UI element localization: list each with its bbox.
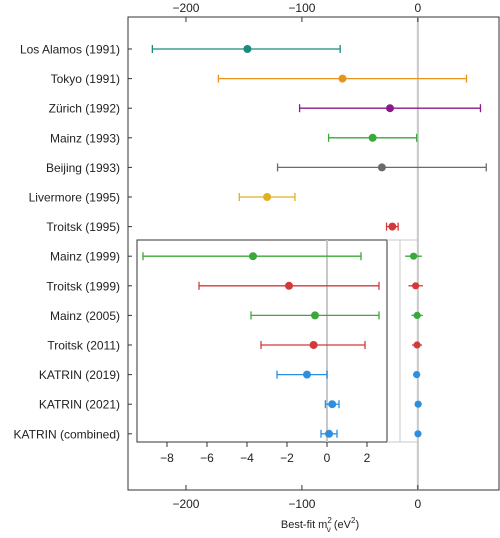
experiment-label: Beijing (1993) bbox=[46, 161, 120, 175]
top-x-tick-label: −100 bbox=[288, 1, 315, 15]
inset-x-tick-label: 0 bbox=[324, 451, 331, 465]
inset-x-tick-label: −6 bbox=[200, 451, 214, 465]
top-x-tick-label: 0 bbox=[415, 1, 422, 15]
main-point bbox=[377, 163, 386, 172]
experiment-label: Mainz (1993) bbox=[50, 131, 120, 145]
inset-point bbox=[328, 400, 337, 409]
experiment-error-bar bbox=[250, 311, 423, 320]
inset-point bbox=[325, 429, 333, 438]
experiment-error-bar bbox=[320, 429, 422, 438]
experiment-error-bar bbox=[151, 45, 341, 53]
inset-x-tick-label: 2 bbox=[364, 451, 371, 465]
main-point bbox=[414, 430, 422, 438]
inset-x-tick-label: −8 bbox=[160, 451, 174, 465]
main-point bbox=[413, 371, 421, 379]
experiment-error-bar bbox=[385, 222, 399, 231]
experiment-error-bar bbox=[298, 104, 482, 113]
experiment-label: Mainz (2005) bbox=[50, 309, 120, 323]
experiment-label: KATRIN (combined) bbox=[14, 427, 120, 441]
experiment-label: Tokyo (1991) bbox=[51, 72, 120, 86]
top-x-tick-label: −200 bbox=[172, 1, 199, 15]
main-point bbox=[413, 341, 421, 349]
experiment-error-bar bbox=[327, 133, 418, 142]
inset-plot: −8 −6 −4 −2 0 2 bbox=[136, 239, 419, 465]
main-plot-area bbox=[127, 16, 500, 491]
inset-x-tick-label: −2 bbox=[280, 451, 294, 465]
experiment-error-bar bbox=[324, 400, 422, 409]
experiment-error-bar bbox=[217, 74, 468, 83]
bottom-x-tick-label: −200 bbox=[172, 497, 199, 511]
inset-point bbox=[285, 281, 293, 290]
experiment-label: Zürich (1992) bbox=[49, 102, 120, 116]
axis-ticks-layer: −200 −200 −100 −100 0 0 bbox=[128, 1, 422, 511]
experiment-label: Troitsk (2011) bbox=[47, 339, 120, 353]
experiment-error-bar bbox=[276, 370, 421, 379]
main-point bbox=[414, 400, 422, 408]
main-point bbox=[243, 45, 252, 53]
main-point bbox=[338, 74, 347, 83]
experiment-label: Livermore (1995) bbox=[29, 191, 120, 205]
inset-point bbox=[249, 252, 257, 261]
x-axis-label-close: ) bbox=[355, 519, 359, 531]
x-axis-label-unit: (eV bbox=[331, 519, 352, 531]
experiment-error-bar bbox=[198, 281, 423, 290]
experiment-label: Mainz (1999) bbox=[50, 250, 120, 264]
inset-point bbox=[309, 341, 318, 349]
main-point bbox=[413, 311, 421, 319]
inset-x-tick-label: −4 bbox=[240, 451, 254, 465]
inset-frame bbox=[136, 239, 388, 443]
experiment-label: Troitsk (1995) bbox=[46, 220, 120, 234]
main-point bbox=[368, 133, 377, 142]
experiment-label: KATRIN (2021) bbox=[39, 398, 120, 412]
main-point bbox=[409, 252, 418, 260]
experiment-error-bar bbox=[238, 193, 296, 201]
main-point bbox=[412, 282, 420, 290]
x-axis-label-unit-sup: 2 bbox=[351, 516, 356, 525]
bottom-x-tick-label: −100 bbox=[288, 497, 315, 511]
main-point bbox=[263, 193, 272, 201]
x-axis-label: Best-fit m2 ν (eV2) bbox=[281, 516, 359, 534]
zoom-bracket bbox=[399, 239, 419, 443]
x-axis-label-sub: ν bbox=[327, 525, 331, 534]
experiment-error-bar bbox=[276, 163, 487, 172]
x-axis-label-base: Best-fit m bbox=[281, 519, 327, 531]
experiment-error-bar bbox=[142, 252, 422, 261]
experiment-labels-layer: Los Alamos (1991) Tokyo (1991) Zürich (199… bbox=[14, 43, 120, 442]
inset-point bbox=[311, 311, 319, 320]
x-axis-label-sup: 2 bbox=[327, 516, 332, 525]
main-point bbox=[388, 222, 397, 231]
error-bars-layer bbox=[142, 45, 487, 438]
experiment-label: Los Alamos (1991) bbox=[20, 43, 120, 57]
experiment-error-bar bbox=[260, 341, 423, 349]
main-plot-frame bbox=[127, 16, 500, 491]
experiment-label: Troitsk (1999) bbox=[46, 279, 120, 293]
inset-point bbox=[303, 370, 311, 379]
bottom-x-tick-label: 0 bbox=[415, 497, 422, 511]
main-point bbox=[386, 104, 395, 113]
experiment-label: KATRIN (2019) bbox=[39, 368, 120, 382]
